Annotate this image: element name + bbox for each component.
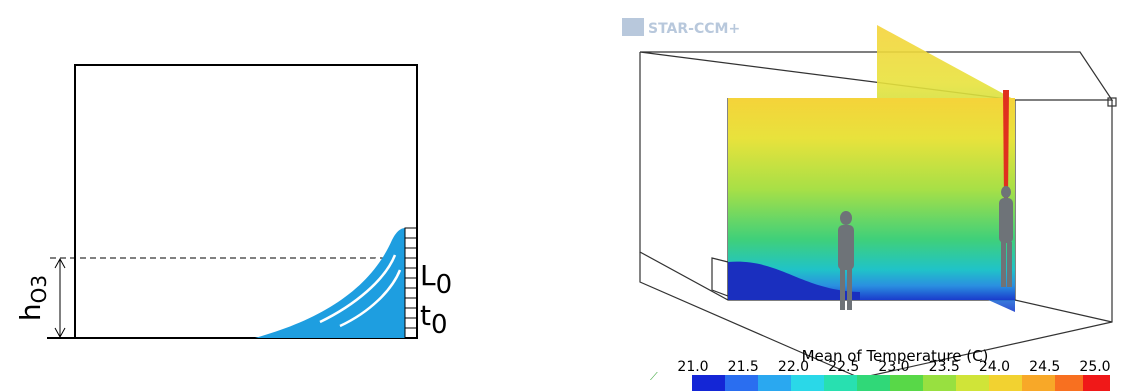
colorbar-tick-label: 21.5 [728,359,759,375]
left-diagram: hO3 L0 t0 [14,65,452,340]
height-label: hO3 [14,275,51,321]
ladder [405,228,417,338]
colorbar-tick-label: 24.5 [1029,359,1060,375]
plume [255,228,405,338]
colorbar-tick-label: 22.0 [778,359,809,375]
colorbar-tick-label: 21.0 [677,359,708,375]
axis-triad: ⟋ [650,370,658,383]
right-render: STAR-CCM+ Mean of Temperature (C) [622,18,1116,391]
colorbar-tick-label: 23.5 [929,359,960,375]
colorbar-tick-label: 25.0 [1079,359,1110,375]
colorbar-tick-label: 22.5 [828,359,859,375]
time-label: t0 [420,299,448,340]
colorbar-tick-label: 23.0 [878,359,909,375]
colorbar [692,375,1110,391]
colorbar-ticks: 21.0 21.5 22.0 22.5 23.0 23.5 24.0 24.5 25.0 [677,359,1110,375]
colorbar-tick-label: 24.0 [979,359,1010,375]
logo-icon [622,18,644,36]
length-label: L0 [420,259,452,300]
plume-hot [1003,90,1009,200]
figure: hO3 L0 t0 STAR-CCM+ Mean of Temp [0,0,1123,391]
logo: STAR-CCM+ [648,21,740,37]
